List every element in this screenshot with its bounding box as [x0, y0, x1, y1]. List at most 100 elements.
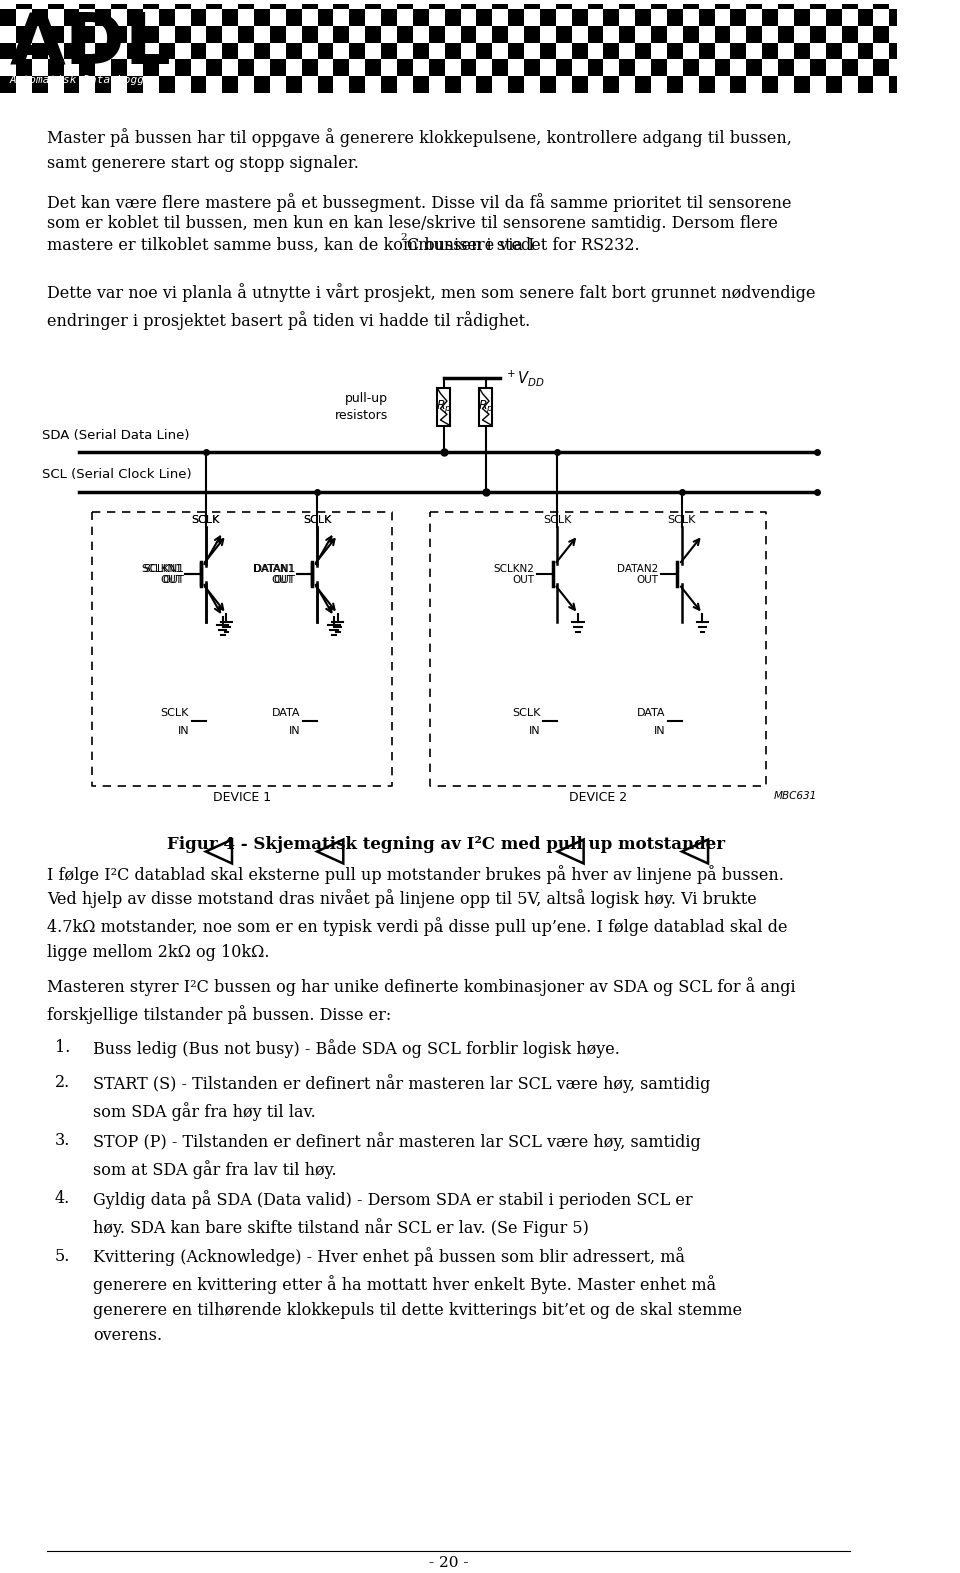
- Bar: [588, 77, 604, 93]
- Bar: [762, 60, 779, 77]
- Bar: [699, 0, 714, 9]
- Bar: [16, 9, 32, 25]
- Bar: [381, 0, 397, 9]
- Bar: [779, 60, 794, 77]
- Bar: [238, 42, 254, 60]
- Bar: [333, 77, 349, 93]
- Text: som er koblet til bussen, men kun en kan lese/skrive til sensorene samtidig. Der: som er koblet til bussen, men kun en kan…: [47, 214, 778, 231]
- Bar: [810, 60, 826, 77]
- Text: DATAN2
OUT: DATAN2 OUT: [617, 563, 659, 585]
- Bar: [175, 60, 190, 77]
- Bar: [190, 42, 206, 60]
- Bar: [508, 60, 524, 77]
- Bar: [16, 25, 32, 42]
- Bar: [127, 0, 143, 9]
- Bar: [619, 25, 636, 42]
- Bar: [857, 25, 874, 42]
- Bar: [857, 60, 874, 77]
- Bar: [254, 0, 270, 9]
- Bar: [223, 42, 238, 60]
- Bar: [0, 9, 16, 25]
- Bar: [779, 25, 794, 42]
- Text: START (S) - Tilstanden er definert når masteren lar SCL være høy, samtidig
som S: START (S) - Tilstanden er definert når m…: [93, 1074, 710, 1122]
- Bar: [540, 42, 556, 60]
- Bar: [826, 60, 842, 77]
- Bar: [318, 0, 333, 9]
- Bar: [714, 77, 731, 93]
- Bar: [905, 42, 921, 60]
- Bar: [699, 25, 714, 42]
- Bar: [318, 25, 333, 42]
- Bar: [842, 42, 857, 60]
- Text: DATAN1
OUT: DATAN1 OUT: [254, 563, 296, 585]
- Bar: [714, 60, 731, 77]
- Text: SCLK: SCLK: [192, 514, 220, 525]
- Bar: [190, 0, 206, 9]
- Bar: [223, 60, 238, 77]
- Bar: [397, 0, 413, 9]
- Bar: [127, 25, 143, 42]
- Bar: [492, 77, 508, 93]
- Bar: [857, 9, 874, 25]
- Bar: [63, 42, 80, 60]
- Text: SCL (Serial Clock Line): SCL (Serial Clock Line): [42, 469, 192, 481]
- Bar: [794, 60, 810, 77]
- Bar: [48, 25, 63, 42]
- Bar: [588, 9, 604, 25]
- Text: 2: 2: [400, 233, 407, 242]
- Bar: [95, 77, 111, 93]
- Bar: [842, 60, 857, 77]
- Bar: [779, 0, 794, 9]
- Bar: [746, 42, 762, 60]
- Bar: [540, 0, 556, 9]
- Bar: [842, 77, 857, 93]
- Bar: [349, 0, 365, 9]
- Bar: [779, 77, 794, 93]
- Bar: [48, 0, 63, 9]
- Bar: [301, 0, 318, 9]
- Bar: [889, 42, 905, 60]
- Bar: [826, 9, 842, 25]
- Bar: [238, 60, 254, 77]
- Bar: [636, 60, 651, 77]
- Bar: [254, 9, 270, 25]
- Bar: [158, 42, 175, 60]
- Bar: [699, 60, 714, 77]
- Text: IN: IN: [529, 727, 540, 736]
- Bar: [301, 9, 318, 25]
- Bar: [48, 42, 63, 60]
- Bar: [826, 77, 842, 93]
- Bar: [175, 25, 190, 42]
- Bar: [190, 9, 206, 25]
- Bar: [206, 0, 223, 9]
- Bar: [444, 25, 461, 42]
- Text: DEVICE 1: DEVICE 1: [213, 791, 271, 804]
- Bar: [699, 42, 714, 60]
- Bar: [746, 9, 762, 25]
- Text: SDA (Serial Data Line): SDA (Serial Data Line): [42, 428, 189, 442]
- Bar: [619, 60, 636, 77]
- Text: $R_p$: $R_p$: [436, 398, 451, 415]
- Bar: [365, 0, 381, 9]
- Text: - 20 -: - 20 -: [428, 1556, 468, 1570]
- Bar: [556, 9, 571, 25]
- Text: IN: IN: [178, 727, 189, 736]
- Bar: [571, 25, 588, 42]
- Bar: [429, 9, 444, 25]
- Text: SCLK: SCLK: [543, 514, 571, 525]
- Text: Figur 4 - Skjematisk tegning av I2C med pull up motstander: Figur 4 - Skjematisk tegning av I2C med …: [167, 835, 730, 853]
- Bar: [301, 77, 318, 93]
- Bar: [349, 60, 365, 77]
- Bar: [158, 77, 175, 93]
- Text: Figur 4 - Skjematisk tegning av I²C med pull up motstander: Figur 4 - Skjematisk tegning av I²C med …: [167, 835, 726, 853]
- Bar: [111, 25, 127, 42]
- Bar: [238, 0, 254, 9]
- Text: pull-up
resistors: pull-up resistors: [334, 392, 388, 422]
- Bar: [158, 60, 175, 77]
- Bar: [429, 60, 444, 77]
- Bar: [619, 9, 636, 25]
- Bar: [143, 60, 158, 77]
- Bar: [746, 25, 762, 42]
- Text: C bussen i stedet for RS232.: C bussen i stedet for RS232.: [407, 236, 640, 253]
- Bar: [16, 60, 32, 77]
